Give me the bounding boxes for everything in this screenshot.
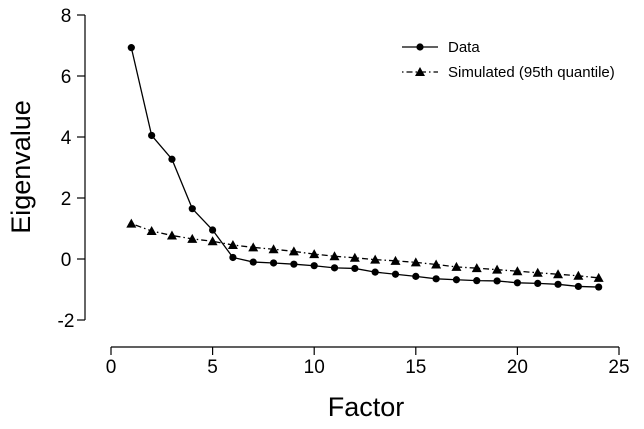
data-point — [248, 242, 259, 252]
x-tick-label: 25 — [608, 357, 629, 378]
data-point — [310, 262, 318, 270]
data-point — [492, 264, 503, 274]
legend-marker — [416, 43, 424, 51]
legend-marker — [415, 67, 425, 76]
data-point — [532, 267, 543, 277]
y-tick-label: 8 — [61, 6, 72, 27]
x-tick-label: 20 — [507, 357, 528, 378]
legend-entry: Data — [402, 39, 480, 56]
data-point — [512, 266, 523, 276]
data-point — [166, 230, 177, 240]
y-tick-label: 0 — [61, 250, 72, 271]
y-tick-label: 6 — [61, 67, 72, 88]
data-point — [554, 280, 562, 288]
legend-label: Data — [448, 39, 480, 56]
series-layer — [126, 44, 604, 291]
data-point — [432, 275, 440, 283]
data-point — [187, 233, 198, 243]
x-tick-label: 0 — [106, 357, 117, 378]
data-point — [126, 218, 137, 228]
data-point — [493, 277, 501, 285]
data-point — [330, 264, 339, 272]
x-tick-label: 5 — [207, 357, 218, 378]
data-point — [229, 253, 237, 262]
y-axis-title: Eigenvalue — [6, 100, 36, 234]
data-point — [410, 257, 421, 267]
data-point — [451, 261, 462, 271]
legend-entry: Simulated (95th quantile) — [402, 64, 615, 81]
data-point — [412, 272, 420, 280]
data-point — [209, 226, 217, 234]
data-point — [148, 131, 156, 140]
data-point — [513, 279, 522, 287]
data-point — [370, 254, 381, 264]
series-simulated — [126, 218, 604, 282]
data-point — [390, 255, 401, 265]
x-tick-label: 15 — [405, 357, 426, 378]
data-point — [168, 155, 176, 163]
data-point — [127, 44, 135, 52]
data-point — [452, 276, 461, 284]
data-point — [553, 269, 564, 279]
data-point — [473, 277, 481, 285]
legend-label: Simulated (95th quantile) — [448, 64, 615, 81]
data-point — [329, 251, 340, 261]
data-point — [595, 283, 603, 291]
data-point — [574, 282, 582, 291]
data-point — [269, 259, 278, 267]
data-point — [593, 272, 604, 282]
series-data — [127, 44, 603, 291]
data-point — [471, 263, 482, 273]
y-tick-label: 4 — [61, 128, 72, 149]
data-point — [249, 258, 257, 266]
data-point — [371, 268, 379, 276]
data-point — [288, 246, 299, 256]
series-line — [130, 47, 599, 288]
data-point — [391, 270, 400, 278]
data-point — [351, 264, 359, 273]
legend: Data Simulated (95th quantile) — [402, 39, 615, 81]
axes: -2 0 2 4 6 8 0 5 10 15 20 25 — [58, 6, 630, 378]
data-point — [188, 205, 196, 213]
data-point — [268, 244, 279, 254]
data-point — [573, 270, 584, 280]
x-axis-title: Factor — [328, 392, 405, 422]
data-point — [309, 249, 320, 259]
y-tick-label: -2 — [58, 311, 75, 332]
x-tick-label: 10 — [304, 357, 325, 378]
data-point — [227, 239, 238, 249]
data-point — [431, 259, 442, 269]
y-tick-label: 2 — [61, 189, 72, 210]
series-line — [131, 223, 599, 279]
data-point — [290, 260, 298, 268]
data-point — [534, 279, 542, 287]
data-point — [207, 236, 218, 246]
data-point — [146, 225, 157, 235]
data-point — [349, 252, 360, 262]
